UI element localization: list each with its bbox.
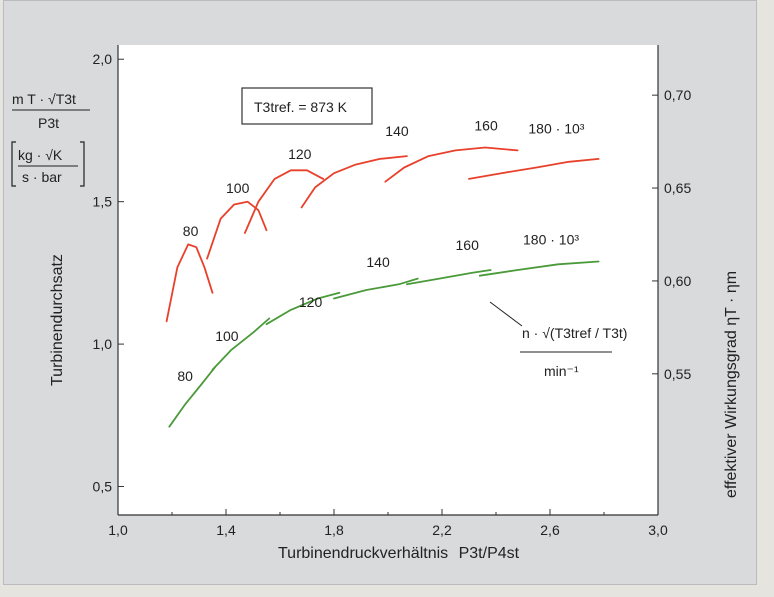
flow-curve-label: 120	[299, 294, 323, 310]
x-tick-label: 3,0	[648, 522, 668, 538]
flow-curve-label: 100	[215, 328, 239, 344]
x-tick-label: 2,2	[432, 522, 452, 538]
efficiency-curve-label: 120	[288, 146, 312, 162]
y-tick-label-right: 0,65	[664, 180, 691, 196]
efficiency-curve-180	[468, 158, 600, 180]
flow-unit-bottom: P3t	[38, 115, 59, 131]
x-tick-label: 1,4	[216, 522, 236, 538]
flow-curve-label: 180 · 10³	[523, 231, 579, 247]
flow-unit-bracket-top: kg · √K	[18, 147, 63, 163]
y-tick-label-left: 1,5	[93, 194, 113, 210]
flow-curves	[168, 260, 600, 428]
flow-curve-140	[333, 277, 419, 300]
efficiency-curve-140	[300, 155, 408, 209]
speed-unit: n · √(T3tref / T3t) min⁻¹	[489, 301, 627, 379]
flow-unit: m T · √T3t P3t kg · √K s · bar	[11, 91, 90, 187]
flow-unit-bracket-bottom: s · bar	[22, 169, 62, 185]
y-tick-label-left: 1,0	[93, 336, 113, 352]
curve-labels: 80 100 120 140 160 180 · 10³ 80 100 120 140 160 180…	[177, 117, 584, 384]
y-tick-label-right: 0,70	[664, 87, 691, 103]
reference-temperature-box: T3tref. = 873 K	[241, 87, 373, 125]
reference-temperature-label: T3tref. = 873 K	[254, 99, 348, 115]
flow-curve-180	[478, 260, 600, 277]
efficiency-curve-label: 180 · 10³	[528, 120, 584, 136]
axes: 1,0 1,4 1,8 2,2 2,6 3,0 0,5 1,0 1,5 2,0 0,55 0,60 0,…	[93, 45, 691, 538]
x-tick-label: 1,8	[324, 522, 344, 538]
flow-curve-120	[265, 291, 341, 326]
speed-unit-bottom: min⁻¹	[544, 363, 579, 379]
speed-unit-top: n · √(T3tref / T3t)	[522, 325, 627, 341]
flow-curve-100	[211, 317, 271, 371]
efficiency-curve-160	[384, 146, 519, 183]
efficiency-curve-80	[165, 243, 214, 323]
y-tick-label-left: 0,5	[93, 479, 113, 495]
efficiency-curve-label: 160	[474, 117, 498, 133]
x-axis-title-sub: P3t/P4st	[459, 545, 520, 562]
x-axis-title-main: Turbinendruckverhältnis	[278, 545, 448, 562]
x-tick-label: 1,0	[108, 522, 128, 538]
efficiency-curve-100	[206, 200, 268, 260]
y-tick-label-right: 0,60	[664, 273, 691, 289]
efficiency-curve-label: 140	[385, 123, 409, 139]
flow-curve-label: 80	[177, 368, 193, 384]
efficiency-curve-label: 100	[226, 180, 250, 196]
efficiency-curve-120	[244, 169, 325, 234]
y-axis-title-left: Turbinendurchsatz	[49, 254, 66, 386]
flow-curve-80	[168, 366, 217, 428]
flow-curve-label: 140	[366, 254, 390, 270]
y-tick-label-right: 0,55	[664, 366, 691, 382]
flow-curve-label: 160	[456, 237, 480, 253]
x-tick-label: 2,6	[540, 522, 560, 538]
flow-curve-160	[406, 269, 492, 286]
efficiency-curves	[165, 146, 600, 323]
y-axis-title-right: effektiver Wirkungsgrad ηT · ηm	[723, 271, 740, 498]
flow-unit-top: m T · √T3t	[12, 91, 76, 107]
y-tick-label-left: 2,0	[93, 51, 113, 67]
x-axis-title: Turbinendruckverhältnis P3t/P4st	[278, 545, 520, 562]
efficiency-curve-label: 80	[183, 223, 199, 239]
